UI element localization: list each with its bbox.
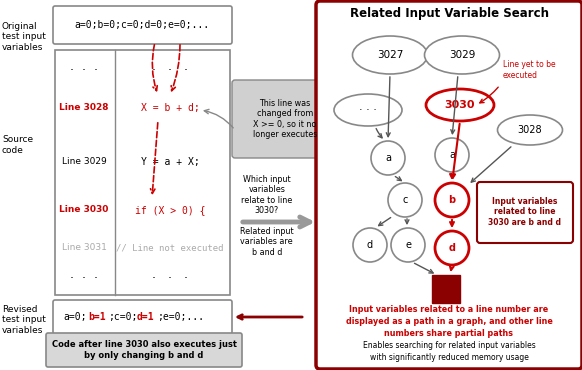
Text: numbers share partial paths: numbers share partial paths xyxy=(385,330,513,339)
Text: a: a xyxy=(385,153,391,163)
Bar xyxy=(432,275,460,303)
Text: Line 3028: Line 3028 xyxy=(59,104,109,112)
Text: a=0;b=0;c=0;d=0;e=0;...: a=0;b=0;c=0;d=0;e=0;... xyxy=(74,20,210,30)
Circle shape xyxy=(371,141,405,175)
Text: ·   ·   ·: · · · xyxy=(152,64,188,77)
Ellipse shape xyxy=(353,36,428,74)
Text: ·  ·  ·: · · · xyxy=(70,64,98,77)
FancyBboxPatch shape xyxy=(46,333,242,367)
Text: c: c xyxy=(402,195,407,205)
Ellipse shape xyxy=(498,115,562,145)
Text: Source
code: Source code xyxy=(2,135,33,155)
FancyBboxPatch shape xyxy=(55,50,230,295)
Text: Line 3029: Line 3029 xyxy=(62,158,107,166)
Circle shape xyxy=(353,228,387,262)
Text: ;c=0;: ;c=0; xyxy=(108,312,137,322)
Text: ;e=0;...: ;e=0;... xyxy=(157,312,204,322)
Text: b=1: b=1 xyxy=(88,312,105,322)
Text: Line 3030: Line 3030 xyxy=(59,205,109,215)
Text: Line yet to be
executed: Line yet to be executed xyxy=(503,60,556,80)
Text: a: a xyxy=(449,150,455,160)
Text: 3028: 3028 xyxy=(517,125,542,135)
Ellipse shape xyxy=(424,36,499,74)
Ellipse shape xyxy=(426,89,494,121)
Circle shape xyxy=(391,228,425,262)
Text: d=1: d=1 xyxy=(137,312,155,322)
Text: Code after line 3030 also executes just
by only changing b and d: Code after line 3030 also executes just … xyxy=(51,340,236,360)
Text: Line 3031: Line 3031 xyxy=(62,243,107,252)
Text: // Line not executed: // Line not executed xyxy=(116,243,223,252)
Text: · · ·: · · · xyxy=(359,105,377,115)
Ellipse shape xyxy=(334,94,402,126)
Text: d: d xyxy=(449,243,456,253)
FancyBboxPatch shape xyxy=(232,80,338,158)
Circle shape xyxy=(435,138,469,172)
Text: ·  ·  ·: · · · xyxy=(70,272,98,285)
Text: ·   ·   ·: · · · xyxy=(152,272,188,285)
FancyBboxPatch shape xyxy=(53,300,232,334)
Text: a=0;: a=0; xyxy=(63,312,87,322)
FancyBboxPatch shape xyxy=(316,1,582,369)
Text: 3030: 3030 xyxy=(445,100,475,110)
FancyBboxPatch shape xyxy=(53,6,232,44)
Text: e: e xyxy=(405,240,411,250)
FancyBboxPatch shape xyxy=(477,182,573,243)
Circle shape xyxy=(435,231,469,265)
Text: Y = a + X;: Y = a + X; xyxy=(141,157,200,167)
Circle shape xyxy=(435,183,469,217)
Text: with significantly reduced memory usage: with significantly reduced memory usage xyxy=(370,353,528,361)
Text: Enables searching for related input variables: Enables searching for related input vari… xyxy=(363,342,535,350)
Text: d: d xyxy=(367,240,373,250)
Text: b: b xyxy=(449,195,456,205)
Text: Original
test input
variables: Original test input variables xyxy=(2,22,46,52)
Text: displayed as a path in a graph, and other line: displayed as a path in a graph, and othe… xyxy=(346,317,552,326)
Text: Related Input Variable Search: Related Input Variable Search xyxy=(350,7,548,20)
Text: Input variables
related to line
3030 are b and d: Input variables related to line 3030 are… xyxy=(488,197,562,227)
Circle shape xyxy=(388,183,422,217)
Text: Input variables related to a line number are: Input variables related to a line number… xyxy=(349,306,549,314)
Text: 3027: 3027 xyxy=(377,50,403,60)
Text: Which input
variables
relate to line
3030?

Related input
variables are
b and d: Which input variables relate to line 303… xyxy=(240,175,294,257)
Text: This line was
changed from
X >= 0, so it no
longer executes: This line was changed from X >= 0, so it… xyxy=(253,99,317,139)
Text: if (X > 0) {: if (X > 0) { xyxy=(135,205,205,215)
Text: 3029: 3029 xyxy=(449,50,475,60)
Text: X = b + d;: X = b + d; xyxy=(141,103,200,113)
Text: Revised
test input
variables: Revised test input variables xyxy=(2,305,46,335)
